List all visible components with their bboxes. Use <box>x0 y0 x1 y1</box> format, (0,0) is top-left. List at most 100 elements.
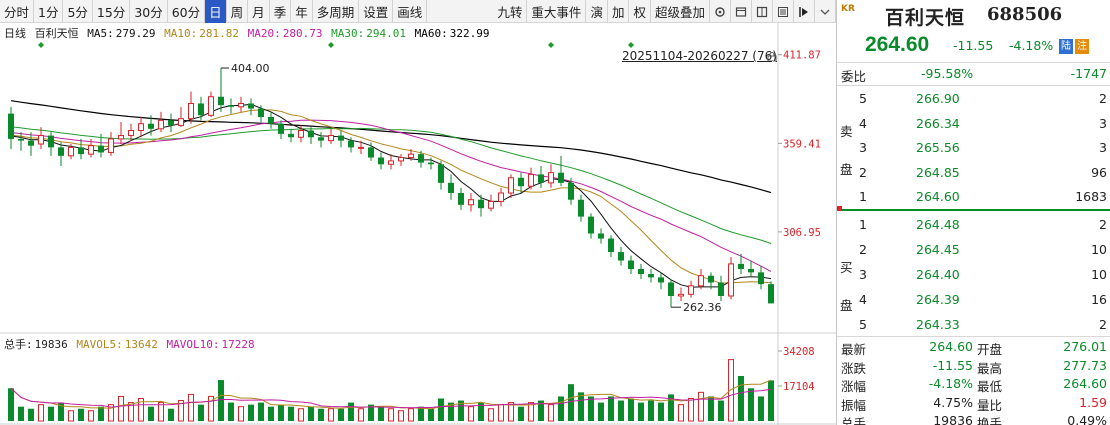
date-range-label[interactable]: 20251104-20260227 (76) <box>622 49 777 63</box>
stat-label: 涨幅 <box>841 379 867 394</box>
volume-bar <box>458 400 464 421</box>
period-tab-12[interactable]: 设置 <box>359 0 394 23</box>
ma30-value: 294.01 <box>366 27 406 40</box>
bid-row[interactable]: 2 264.45 10 <box>837 237 1110 262</box>
candle-body <box>8 113 14 139</box>
volume-bar <box>188 393 194 422</box>
ask-volume: 3 <box>1099 140 1107 155</box>
period-tab-13[interactable]: 画线 <box>393 0 428 23</box>
period-tab-9[interactable]: 季 <box>270 0 292 23</box>
price-tick-label: 306.95 <box>783 227 821 239</box>
volume-bar <box>228 402 234 421</box>
volume-bar <box>478 402 484 421</box>
bid-row[interactable]: 4 264.39 16 <box>837 287 1110 312</box>
ask-row[interactable]: 3 265.56 3 <box>837 135 1110 160</box>
period-tab-5[interactable]: 60分 <box>168 0 206 23</box>
volume-bar <box>288 406 294 421</box>
volume-bar <box>578 392 584 421</box>
candle-body <box>148 123 154 129</box>
ask-row[interactable]: 5 266.90 2 <box>837 86 1110 111</box>
tag-zhu[interactable]: 注 <box>1075 39 1089 54</box>
ma60-line <box>10 100 772 194</box>
period-tab-8[interactable]: 月 <box>248 0 270 23</box>
price-change: -11.55 <box>953 38 994 53</box>
ask-row[interactable]: 2 264.85 96 <box>837 160 1110 185</box>
bid-level: 5 <box>859 317 867 332</box>
chevron-down-icon[interactable] <box>815 0 836 23</box>
tool-button-3[interactable]: 加 <box>608 0 630 23</box>
volume-bar <box>678 404 684 422</box>
tool-button-0[interactable]: 九转 <box>493 0 528 23</box>
tool-button-2[interactable]: 演 <box>586 0 608 23</box>
candle-body <box>728 263 734 297</box>
tool-button-1[interactable]: 重大事件 <box>527 0 587 23</box>
stat-label: 开盘 <box>977 342 1003 357</box>
bid-level: 3 <box>859 267 867 282</box>
candle-body <box>498 192 504 202</box>
candle-body <box>368 147 374 158</box>
period-tab-6[interactable]: 日 <box>205 0 227 23</box>
volume-bar <box>508 402 514 422</box>
period-tab-0[interactable]: 分时 <box>0 0 35 23</box>
bid-volume: 2 <box>1099 217 1107 232</box>
mavol5-label: MAVOL5: <box>76 338 123 351</box>
tool-button-5[interactable]: 超级叠加 <box>651 0 710 23</box>
quote-panel: KR 百利天恒 688506 264.60 -11.55 -4.18% 陆 注 … <box>836 0 1110 425</box>
period-tab-10[interactable]: 年 <box>291 0 313 23</box>
period-tab-1[interactable]: 1分 <box>34 0 64 23</box>
volume-bar <box>428 408 434 421</box>
stat-label: 最新 <box>841 342 867 357</box>
volume-tick-label: 17104 <box>783 381 815 393</box>
ma10-line <box>10 109 772 284</box>
ma5-value: 279.29 <box>115 27 156 40</box>
volume-bar <box>108 404 114 422</box>
period-tab-7[interactable]: 周 <box>227 0 249 23</box>
kline-chart[interactable]: 411.87 359.41 306.95 34208 17104 404.00 262.36… <box>0 23 836 425</box>
volume-bar <box>38 404 44 422</box>
volume-bar <box>168 408 174 421</box>
candle-body <box>158 119 164 130</box>
period-tab-3[interactable]: 15分 <box>93 0 131 23</box>
bid-volume: 16 <box>1091 292 1107 307</box>
volume-bar <box>248 404 254 421</box>
mavol10-value: 17228 <box>221 338 255 351</box>
settings-icon[interactable] <box>710 0 731 23</box>
lock-icon[interactable] <box>767 52 777 61</box>
volume-bar <box>668 394 674 421</box>
ma60-value: 322.99 <box>449 27 490 40</box>
volume-bar <box>568 384 574 421</box>
volume-bar <box>308 406 314 421</box>
buy-label-char: 盘 <box>840 298 853 313</box>
window-icon[interactable] <box>731 0 752 23</box>
bid-row[interactable]: 5 264.33 2 <box>837 312 1110 337</box>
stat-value: 276.01 <box>1063 339 1107 354</box>
ma30-label: MA30: <box>331 27 365 40</box>
info-icon[interactable] <box>773 0 794 23</box>
bid-row[interactable]: 3 264.40 10 <box>837 262 1110 287</box>
ma10-value: 281.82 <box>199 27 239 40</box>
volume-bar <box>68 410 74 422</box>
period-tab-11[interactable]: 多周期 <box>313 0 360 23</box>
candle-body <box>458 192 464 205</box>
region-icon[interactable] <box>752 0 773 23</box>
weibi-value: -1747 <box>1070 66 1107 81</box>
candle-body <box>398 157 404 162</box>
mid-marker <box>837 206 842 211</box>
candle-body <box>698 275 704 287</box>
candle-body <box>748 268 754 273</box>
candle-body <box>178 118 184 126</box>
candle-body <box>558 172 564 183</box>
arrow-right-icon[interactable] <box>794 0 815 23</box>
volume-bar <box>398 410 404 422</box>
tool-button-4[interactable]: 权 <box>629 0 651 23</box>
period-tab-4[interactable]: 30分 <box>130 0 168 23</box>
ask-row[interactable]: 4 266.34 3 <box>837 111 1110 136</box>
volume-bar <box>418 406 424 421</box>
ma30-line <box>10 126 772 244</box>
ask-row[interactable]: 1 264.60 1683 <box>837 184 1110 209</box>
volume-bar <box>748 388 754 421</box>
bid-row[interactable]: 1 264.48 2 <box>837 212 1110 237</box>
tag-lu[interactable]: 陆 <box>1059 39 1073 54</box>
period-tab-2[interactable]: 5分 <box>63 0 93 23</box>
kline-svg[interactable]: 411.87 359.41 306.95 34208 17104 404.00 262.36 <box>0 23 836 425</box>
